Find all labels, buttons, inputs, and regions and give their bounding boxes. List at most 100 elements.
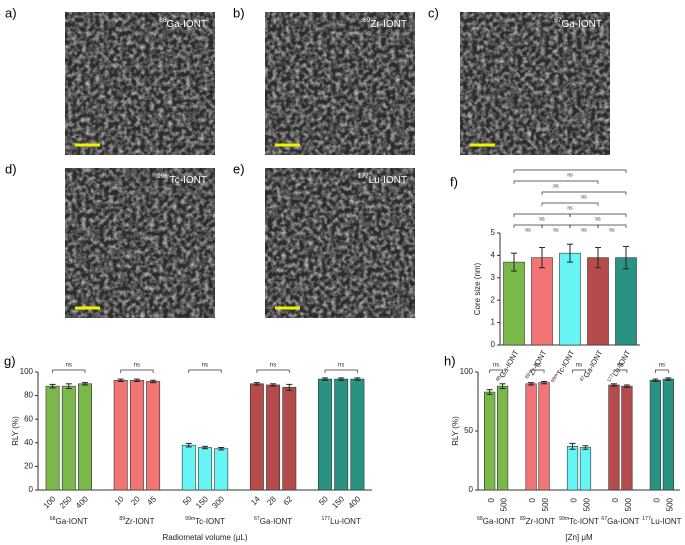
error-bar [541, 380, 548, 385]
x-tick-label: 45 [145, 494, 158, 507]
isotope-label: 68Ga-IONT [477, 516, 515, 526]
panel-label: h) [444, 353, 456, 368]
y-tick-label: 1 [491, 318, 496, 327]
error-bar [569, 442, 576, 450]
x-tick-label: 500 [500, 497, 509, 511]
significance-label: ns [539, 216, 545, 222]
isotope-label: 67Ga-IONT [254, 516, 292, 526]
y-tick-label: 60 [24, 414, 33, 423]
bar [538, 382, 550, 491]
x-tick-label: 250 [58, 494, 74, 510]
x-axis-label: [Zn] μM [565, 533, 593, 542]
isotope-label: 89Zr-IONT [363, 17, 407, 29]
bar [621, 385, 633, 491]
y-tick-label: 0 [469, 485, 474, 494]
x-tick-label: 150 [330, 494, 346, 510]
significance-label: ns [567, 172, 573, 178]
isotope-label: 89Zr-IONT [119, 516, 154, 526]
error-bar [321, 377, 328, 381]
compound-name: Tc-IONT [555, 348, 577, 377]
significance-bracket [120, 369, 154, 373]
isotope-label: 177Lu-IONT [642, 516, 681, 526]
x-tick-label: 50 [181, 494, 194, 507]
compound-name: Lu-IONT [651, 517, 682, 526]
isotope-label: 67Ga-IONT [579, 348, 605, 384]
bar [615, 257, 637, 346]
error-bar [499, 383, 506, 390]
error-bar [133, 378, 140, 382]
significance-label: ns [553, 227, 559, 233]
bar [318, 378, 332, 491]
panel-label: d) [5, 161, 17, 176]
significance-bracket [613, 369, 628, 373]
micrograph-texture [65, 12, 215, 155]
significance-label: ns [567, 205, 573, 211]
significance-label: ns [270, 363, 276, 369]
bar [559, 252, 581, 346]
significance-label: ns [338, 363, 344, 369]
significance-label: ns [576, 363, 582, 369]
bar [566, 446, 579, 491]
isotope-label: 68Ga-IONT [159, 17, 207, 29]
compound-name: Ga-IONT [55, 517, 88, 526]
significance-label: ns [609, 227, 615, 233]
significance-bracket [530, 369, 545, 373]
micrograph-texture [65, 168, 215, 318]
y-tick-label: 100 [460, 367, 474, 376]
y-axis-label: RLY (%) [11, 416, 20, 446]
bar [608, 384, 620, 491]
micrograph-texture [265, 12, 415, 155]
bar [266, 384, 281, 491]
panel-label: b) [233, 5, 245, 20]
compound-name: Ga-IONT [581, 348, 604, 379]
panel-label: e) [233, 161, 245, 176]
x-tick-label: 0 [653, 497, 662, 502]
bar [484, 391, 496, 491]
significance-bracket [256, 369, 290, 373]
bar [579, 447, 592, 491]
bar [61, 385, 76, 491]
error-bar [270, 383, 277, 387]
mass-number: 67 [579, 374, 587, 382]
error-bar [652, 378, 659, 382]
mass-number: 68 [50, 516, 56, 522]
error-bar [623, 384, 630, 388]
y-axis-label: Core size (nm) [473, 262, 482, 315]
y-tick-label: 20 [24, 462, 33, 471]
mass-number: 89 [363, 17, 371, 24]
mass-number: 177 [358, 173, 369, 180]
x-tick-label: 0 [611, 497, 620, 502]
mass-number: 99m [550, 373, 560, 384]
panel-label: c) [428, 5, 439, 20]
significance-label: ns [493, 363, 499, 369]
bar [525, 383, 537, 491]
x-tick-label: 50 [317, 494, 330, 507]
significance-label: ns [134, 363, 140, 369]
error-bar [82, 382, 89, 386]
significance-bracket [541, 202, 599, 206]
isotope-label: 177Lu-IONT [358, 173, 407, 185]
y-tick-label: 80 [24, 391, 33, 400]
significance-label: ns [595, 216, 601, 222]
error-bar [623, 245, 629, 270]
x-tick-label: 500 [583, 497, 592, 511]
bar [146, 381, 161, 491]
compound-name: Ga-IONT [166, 19, 207, 30]
compound-name: Ga-IONT [561, 19, 602, 30]
y-tick-label: 40 [24, 438, 33, 447]
compound-name: Ga-IONT [607, 517, 640, 526]
error-bar [49, 383, 56, 389]
bar [531, 257, 553, 346]
compound-name: Tc-IONT [170, 175, 207, 186]
significance-bracket [569, 213, 627, 217]
x-tick-label: 400 [347, 494, 363, 510]
error-bar [150, 379, 157, 384]
x-tick-label: 500 [541, 497, 550, 511]
significance-label: ns [617, 363, 623, 369]
mass-number: 67 [601, 516, 607, 522]
y-tick-label: 4 [491, 251, 496, 260]
mass-number: 68 [495, 374, 503, 382]
x-tick-label: 0 [487, 497, 496, 502]
significance-bracket [541, 191, 627, 195]
x-tick-label: 400 [74, 494, 90, 510]
